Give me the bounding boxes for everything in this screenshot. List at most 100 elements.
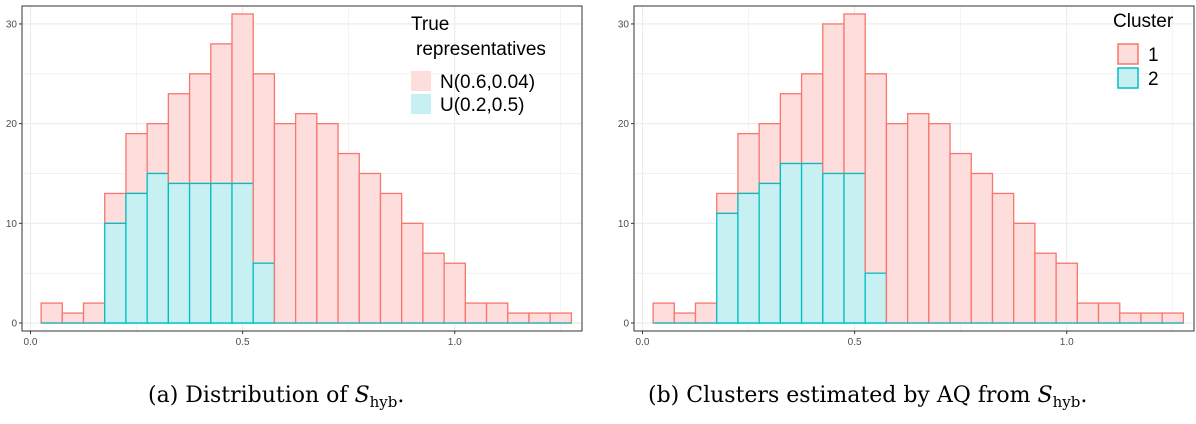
bar-uniform xyxy=(125,192,148,324)
bars-b xyxy=(652,13,1185,324)
bar-normal xyxy=(379,192,403,324)
bar-normal xyxy=(273,122,297,324)
legend-swatch-cluster-2-b xyxy=(1117,67,1139,89)
bar-normal xyxy=(316,122,339,324)
plot-border-a xyxy=(21,5,583,332)
x-tick-label: 0.5 xyxy=(236,337,250,348)
bar-normal xyxy=(82,302,106,324)
caption-a-prefix: (a) Distribution of xyxy=(148,383,355,408)
bar-normal xyxy=(401,222,424,324)
legend-label-cluster-2-b: 2 xyxy=(1148,69,1159,90)
bar-uniform xyxy=(146,172,170,324)
y-tick-label: 10 xyxy=(618,219,630,230)
bar-normal xyxy=(422,252,445,324)
x-tick-label: 1.0 xyxy=(1060,337,1074,348)
bar-normal xyxy=(337,152,360,324)
bar-cluster-1 xyxy=(652,302,675,324)
bar-normal xyxy=(104,192,127,224)
bar-normal xyxy=(188,73,212,185)
bar-cluster-1 xyxy=(800,73,824,165)
bar-cluster-1 xyxy=(694,302,718,324)
bar-cluster-1 xyxy=(822,23,845,175)
legend-title-line-2-a: representatives xyxy=(416,39,546,60)
bar-cluster-1 xyxy=(1055,262,1078,324)
bar-uniform xyxy=(188,182,212,324)
y-axis-b: 0 10 20 30 xyxy=(618,19,634,330)
caption-b: (b) Clusters estimated by AQ from Shyb. xyxy=(648,383,1087,411)
x-tick-label: 0.0 xyxy=(24,337,38,348)
bar-normal xyxy=(528,312,551,324)
bar-cluster-2 xyxy=(822,172,845,324)
bar-uniform xyxy=(231,182,254,324)
legend-a: True representatives N(0.6,0.04) U(0.2,0… xyxy=(411,14,546,116)
y-tick-label: 20 xyxy=(6,119,18,130)
bar-cluster-1 xyxy=(779,93,803,165)
bar-cluster-1 xyxy=(864,73,888,274)
legend-label-normal-a: N(0.6,0.04) xyxy=(440,72,535,93)
legend-swatch-normal-a xyxy=(411,71,431,91)
bar-normal xyxy=(464,302,488,324)
bar-uniform xyxy=(252,262,276,324)
legend-label-uniform-a: U(0.2,0.5) xyxy=(440,95,524,116)
caption-b-subscript: hyb xyxy=(1053,393,1081,411)
caption-a-suffix: . xyxy=(397,383,404,408)
bar-cluster-1 xyxy=(1140,312,1163,324)
bar-cluster-1 xyxy=(906,113,930,324)
y-tick-label: 20 xyxy=(618,119,630,130)
y-tick-label: 0 xyxy=(623,319,629,330)
bar-uniform xyxy=(210,182,233,324)
bar-normal xyxy=(358,172,382,324)
bar-cluster-1 xyxy=(737,132,760,195)
bar-normal xyxy=(485,302,509,324)
bar-cluster-1 xyxy=(758,122,782,185)
bar-cluster-1 xyxy=(716,192,739,215)
bar-cluster-2 xyxy=(758,182,782,324)
bar-normal xyxy=(549,312,573,324)
bar-normal xyxy=(61,312,85,324)
bar-cluster-1 xyxy=(1119,312,1142,324)
caption-a-symbol: S xyxy=(355,383,370,408)
y-tick-label: 30 xyxy=(618,19,630,30)
y-tick-label: 0 xyxy=(11,319,17,330)
x-tick-label: 0.5 xyxy=(848,337,862,348)
legend-title-b: Cluster xyxy=(1113,11,1174,32)
bar-cluster-1 xyxy=(1097,302,1121,324)
y-axis-a: 0 10 20 30 xyxy=(6,19,22,330)
chart-panel-a: 0 10 20 30 0.0 0.5 1.0 True representatives N… xyxy=(6,5,583,348)
caption-a-subscript: hyb xyxy=(370,393,398,411)
bar-cluster-1 xyxy=(1076,302,1100,324)
caption-b-symbol: S xyxy=(1038,383,1053,408)
bar-uniform xyxy=(167,182,191,324)
bar-cluster-2 xyxy=(716,212,739,324)
caption-a: (a) Distribution of Shyb. xyxy=(148,383,404,411)
bar-cluster-2 xyxy=(737,192,760,324)
chart-panel-b: 0 10 20 30 0.0 0.5 1.0 Cluster 1 2 xyxy=(618,5,1195,348)
bar-cluster-1 xyxy=(673,312,697,324)
bar-uniform xyxy=(104,222,127,324)
legend-swatch-cluster-1-b xyxy=(1117,43,1139,65)
bar-cluster-1 xyxy=(949,152,972,324)
bar-cluster-1 xyxy=(885,122,909,324)
legend-label-cluster-1-b: 1 xyxy=(1148,45,1159,66)
legend-b: Cluster 1 2 xyxy=(1113,11,1174,90)
bar-normal xyxy=(294,113,318,324)
bar-cluster-2 xyxy=(800,162,824,324)
bar-normal xyxy=(40,302,63,324)
bar-cluster-1 xyxy=(991,192,1015,324)
bar-cluster-1 xyxy=(970,172,994,324)
bar-cluster-1 xyxy=(1161,312,1185,324)
bar-normal xyxy=(125,132,148,195)
bar-normal xyxy=(252,73,276,264)
caption-b-prefix: (b) Clusters estimated by AQ from xyxy=(648,383,1038,408)
bar-normal xyxy=(231,13,254,185)
x-axis-b: 0.0 0.5 1.0 xyxy=(636,331,1074,348)
bar-cluster-2 xyxy=(843,172,866,324)
bar-cluster-1 xyxy=(843,13,866,175)
legend-title-line-1-a: True xyxy=(411,14,449,35)
x-tick-label: 0.0 xyxy=(636,337,650,348)
x-axis-a: 0.0 0.5 1.0 xyxy=(24,331,462,348)
bar-normal xyxy=(146,122,170,175)
bar-normal xyxy=(210,43,233,185)
x-tick-label: 1.0 xyxy=(448,337,462,348)
